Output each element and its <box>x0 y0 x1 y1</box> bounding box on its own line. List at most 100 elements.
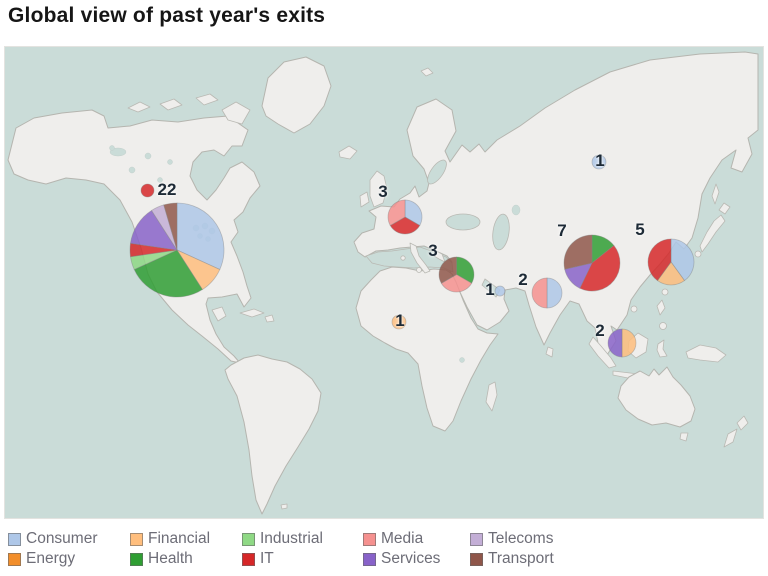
legend-item-label: IT <box>260 550 274 567</box>
pie-count-label: 3 <box>428 241 438 260</box>
pie-slice-consumer[interactable] <box>670 238 695 282</box>
greece <box>433 250 446 263</box>
legend-column: Industrial IT <box>242 529 363 569</box>
pie-count-label: 1 <box>485 280 495 299</box>
legend-item-financial[interactable]: Financial <box>130 529 242 549</box>
pie-slice-financial[interactable] <box>621 328 637 358</box>
svalbard <box>420 67 434 77</box>
pie-count-label: 2 <box>595 321 605 340</box>
pie-slice-consumer[interactable] <box>404 199 423 227</box>
pie-count-label: 3 <box>378 182 388 201</box>
legend-swatch-icon <box>470 552 483 566</box>
pie-slice-it[interactable] <box>140 183 154 197</box>
pie-slice-consumer[interactable] <box>494 285 506 297</box>
pie-slice-health[interactable] <box>133 249 203 298</box>
tasmania <box>679 432 689 442</box>
honshu <box>699 214 726 253</box>
pie-russia[interactable] <box>590 153 608 171</box>
legend-item-label: Energy <box>26 550 76 567</box>
legend-item-label: Services <box>381 550 441 567</box>
yucatan <box>211 306 227 322</box>
pie-japan-korea[interactable] <box>646 237 696 287</box>
pie-count-label: 1 <box>595 151 605 170</box>
pie-slice-financial[interactable] <box>656 261 686 286</box>
pie-count-label: 7 <box>557 221 567 240</box>
legend-item-media[interactable]: Media <box>363 529 470 549</box>
pie-india[interactable] <box>530 276 564 310</box>
pie-count-label: 2 <box>518 270 528 289</box>
pie-count-label: 1 <box>395 311 405 330</box>
pie-count-label: 5 <box>635 220 645 239</box>
pie-slice-media[interactable] <box>387 199 406 227</box>
legend-item-industrial[interactable]: Industrial <box>242 529 363 549</box>
legend-swatch-icon <box>363 552 376 566</box>
legend-column: Financial Health <box>130 529 242 569</box>
pie-nigeria[interactable] <box>390 313 408 331</box>
legend-column: Media Services <box>363 529 470 569</box>
legend-swatch-icon <box>242 552 255 566</box>
legend-item-label: Financial <box>148 530 211 547</box>
luzon <box>656 299 666 316</box>
legend-item-label: Health <box>148 550 193 567</box>
legend-item-services[interactable]: Services <box>363 549 470 569</box>
pie-slice-services[interactable] <box>130 209 178 251</box>
hispaniola <box>264 314 275 323</box>
legend-column: Telecoms Transport <box>470 529 590 569</box>
pie-slice-industrial[interactable] <box>130 249 178 271</box>
pie-united-states[interactable] <box>128 201 226 299</box>
legend-item-it[interactable]: IT <box>242 549 363 569</box>
pie-slice-it[interactable] <box>129 242 178 258</box>
caspian-sea <box>492 213 510 251</box>
pie-canada[interactable] <box>139 182 156 199</box>
arctic-island <box>195 93 219 106</box>
legend-item-telecoms[interactable]: Telecoms <box>470 529 590 549</box>
legend-swatch-icon <box>8 532 21 546</box>
great-britain <box>369 170 388 208</box>
cuba <box>239 308 265 318</box>
pie-slice-media[interactable] <box>531 277 548 309</box>
map-viz[interactable]: 22 3 3 1 1 1 2 7 5 2 <box>4 46 764 519</box>
pie-slice-consumer[interactable] <box>176 202 225 271</box>
pie-uae[interactable] <box>493 284 507 298</box>
new-zealand-north <box>736 415 749 431</box>
legend-swatch-icon <box>363 532 376 546</box>
pie-slice-transport[interactable] <box>563 234 593 270</box>
iceland <box>338 145 358 160</box>
legend-item-energy[interactable]: Energy <box>8 549 130 569</box>
sardinia <box>400 255 406 261</box>
pie-slice-financial[interactable] <box>391 314 407 330</box>
arctic-island <box>159 98 183 111</box>
pie-slice-it[interactable] <box>389 216 421 235</box>
pie-slice-telecoms[interactable] <box>151 204 178 251</box>
pie-slice-media[interactable] <box>440 273 472 292</box>
pie-slice-health[interactable] <box>591 234 615 264</box>
pie-western-europe[interactable] <box>386 198 424 236</box>
pie-indonesia[interactable] <box>606 327 638 359</box>
legend-item-label: Industrial <box>260 530 323 547</box>
pie-slice-health[interactable] <box>455 256 474 284</box>
ireland <box>359 191 370 208</box>
sumatra <box>588 336 617 369</box>
pie-slice-consumer[interactable] <box>546 277 563 309</box>
legend-swatch-icon <box>130 532 143 546</box>
arctic-island <box>127 101 151 113</box>
legend-item-transport[interactable]: Transport <box>470 549 590 569</box>
pie-slice-services[interactable] <box>607 328 623 358</box>
taiwan <box>661 288 669 296</box>
sakhalin <box>711 183 720 205</box>
pie-slice-financial[interactable] <box>175 249 221 291</box>
pie-slice-consumer[interactable] <box>591 154 607 170</box>
pie-count-label: 22 <box>157 180 177 199</box>
pie-slice-it[interactable] <box>647 238 672 282</box>
sicily <box>416 267 422 273</box>
legend-item-health[interactable]: Health <box>130 549 242 569</box>
legend-item-consumer[interactable]: Consumer <box>8 529 130 549</box>
pie-slice-transport[interactable] <box>438 256 457 284</box>
falklands <box>280 503 288 510</box>
pie-slice-transport[interactable] <box>163 202 178 251</box>
pie-slice-services[interactable] <box>564 262 593 289</box>
pie-middle-east[interactable] <box>437 255 476 294</box>
pie-china[interactable] <box>562 233 622 293</box>
pie-slice-it[interactable] <box>579 244 621 292</box>
legend-swatch-icon <box>130 552 143 566</box>
